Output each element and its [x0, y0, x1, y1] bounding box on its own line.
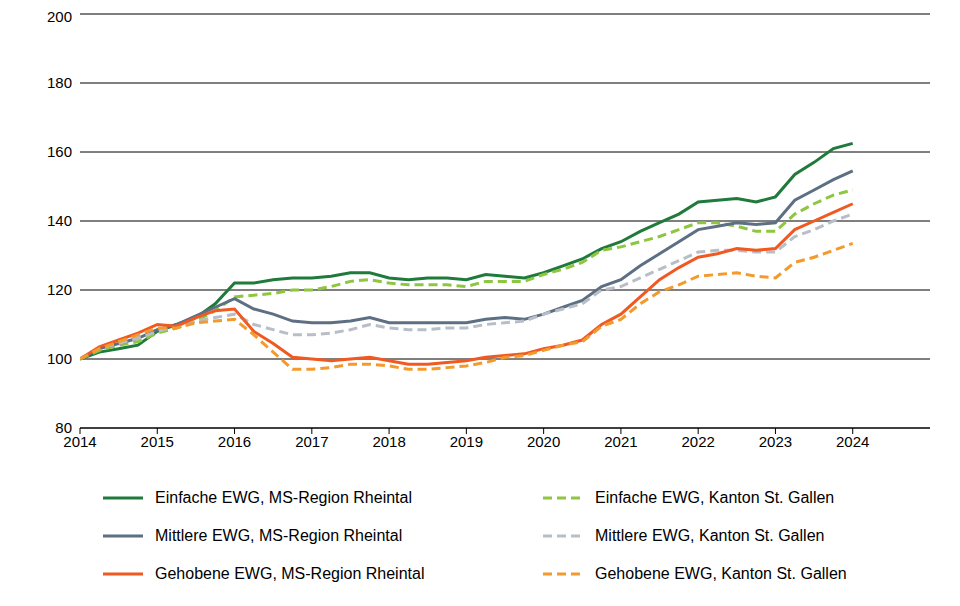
html-text:Gehobene EWG, MS-Region Rheint: Gehobene EWG, MS-Region Rheintal	[155, 565, 425, 582]
svg-text:2016: 2016	[218, 433, 251, 450]
svg-text:2023: 2023	[759, 433, 792, 450]
svg-text:2015: 2015	[141, 433, 174, 450]
svg-text:140: 140	[47, 212, 72, 229]
svg-text:2020: 2020	[527, 433, 560, 450]
svg-text:2017: 2017	[295, 433, 328, 450]
html-text:Gehobene EWG, Kanton St. Galle: Gehobene EWG, Kanton St. Gallen	[595, 565, 847, 582]
svg-text:180: 180	[47, 74, 72, 91]
html-text:Einfache EWG, MS-Region Rheint: Einfache EWG, MS-Region Rheintal	[155, 489, 412, 506]
svg-text:2021: 2021	[604, 433, 637, 450]
html-text:Mittlere EWG, MS-Region Rheint: Mittlere EWG, MS-Region Rheintal	[155, 527, 403, 544]
svg-text:100: 100	[47, 350, 72, 367]
svg-text:120: 120	[47, 281, 72, 298]
svg-text:2024: 2024	[836, 433, 869, 450]
svg-text:200: 200	[47, 8, 72, 25]
svg-text:2022: 2022	[681, 433, 714, 450]
svg-text:2018: 2018	[372, 433, 405, 450]
html-text:Einfache EWG, Kanton St. Galle: Einfache EWG, Kanton St. Gallen	[595, 489, 835, 506]
svg-text:80: 80	[55, 419, 72, 436]
svg-text:160: 160	[47, 143, 72, 160]
svg-text:2019: 2019	[450, 433, 483, 450]
svg-text:2014: 2014	[63, 432, 97, 450]
html-text:Mittlere EWG, Kanton St. Galle: Mittlere EWG, Kanton St. Gallen	[595, 527, 825, 544]
